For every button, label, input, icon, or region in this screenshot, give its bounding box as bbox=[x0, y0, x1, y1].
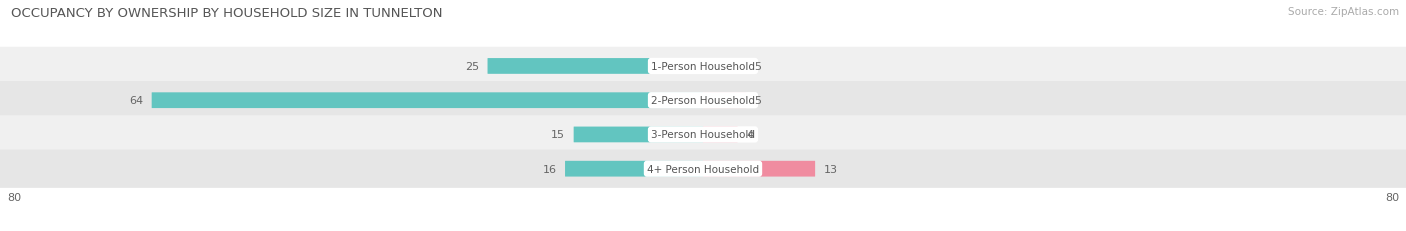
FancyBboxPatch shape bbox=[703, 127, 738, 143]
FancyBboxPatch shape bbox=[152, 93, 703, 109]
Text: 25: 25 bbox=[465, 62, 479, 72]
Text: 3-Person Household: 3-Person Household bbox=[651, 130, 755, 140]
FancyBboxPatch shape bbox=[488, 59, 703, 75]
Text: 5: 5 bbox=[755, 62, 762, 72]
FancyBboxPatch shape bbox=[574, 127, 703, 143]
FancyBboxPatch shape bbox=[0, 48, 1406, 86]
Text: 1-Person Household: 1-Person Household bbox=[651, 62, 755, 72]
Text: 4+ Person Household: 4+ Person Household bbox=[647, 164, 759, 174]
FancyBboxPatch shape bbox=[0, 116, 1406, 154]
FancyBboxPatch shape bbox=[565, 161, 703, 177]
Text: Source: ZipAtlas.com: Source: ZipAtlas.com bbox=[1288, 7, 1399, 17]
Text: 13: 13 bbox=[824, 164, 838, 174]
FancyBboxPatch shape bbox=[703, 59, 747, 75]
Text: 2-Person Household: 2-Person Household bbox=[651, 96, 755, 106]
FancyBboxPatch shape bbox=[0, 150, 1406, 188]
FancyBboxPatch shape bbox=[703, 93, 747, 109]
Text: 16: 16 bbox=[543, 164, 557, 174]
FancyBboxPatch shape bbox=[703, 161, 815, 177]
FancyBboxPatch shape bbox=[0, 82, 1406, 120]
Text: 64: 64 bbox=[129, 96, 143, 106]
Text: 15: 15 bbox=[551, 130, 565, 140]
Text: OCCUPANCY BY OWNERSHIP BY HOUSEHOLD SIZE IN TUNNELTON: OCCUPANCY BY OWNERSHIP BY HOUSEHOLD SIZE… bbox=[11, 7, 443, 20]
Text: 5: 5 bbox=[755, 96, 762, 106]
Text: 4: 4 bbox=[747, 130, 754, 140]
